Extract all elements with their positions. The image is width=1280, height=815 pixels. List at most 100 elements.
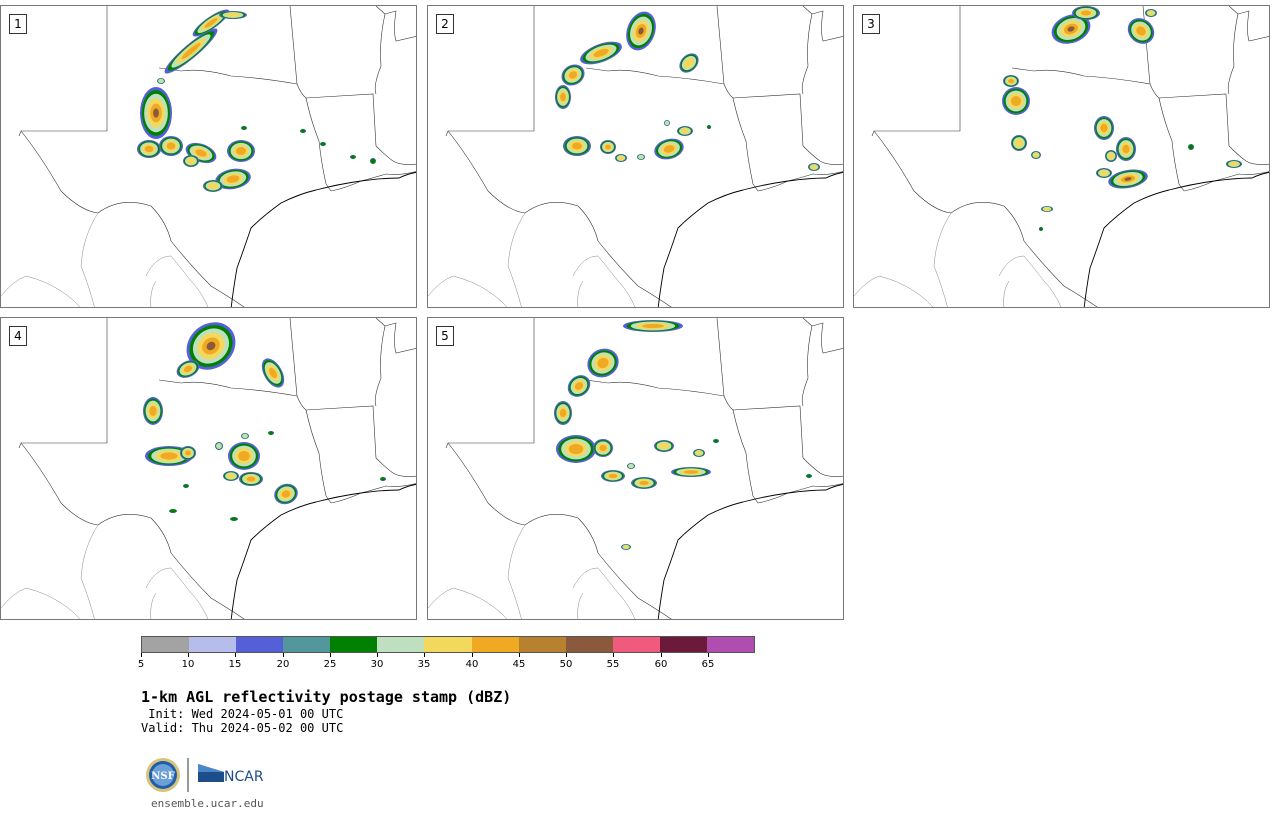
state-borders bbox=[18, 6, 416, 307]
echo-contour bbox=[166, 142, 176, 150]
state-border bbox=[757, 483, 843, 504]
state-border bbox=[1228, 145, 1269, 165]
map-panel-1: 1 bbox=[0, 5, 417, 308]
reflectivity-field bbox=[143, 322, 386, 521]
storm-cell bbox=[1039, 227, 1043, 231]
echo-contour bbox=[642, 323, 664, 329]
echo-contour bbox=[1124, 177, 1132, 181]
state-border bbox=[1227, 6, 1239, 95]
echo-contour bbox=[608, 473, 618, 479]
state-borders bbox=[445, 318, 843, 619]
echo-contour bbox=[623, 545, 629, 549]
echo-contour bbox=[230, 517, 238, 521]
colorbar-tick bbox=[141, 653, 142, 657]
colorbar-segment bbox=[142, 637, 190, 652]
storm-cell bbox=[587, 348, 619, 378]
storm-cell bbox=[561, 64, 585, 86]
storm-cell bbox=[556, 435, 596, 463]
state-border bbox=[296, 395, 332, 504]
mexico-border bbox=[577, 280, 584, 307]
echo-contour bbox=[571, 142, 583, 150]
state-border bbox=[757, 171, 843, 192]
mexico-border bbox=[1, 587, 80, 619]
reflectivity-field bbox=[555, 11, 820, 171]
colorbar-tick-label: 25 bbox=[323, 659, 337, 670]
storm-cell bbox=[320, 142, 326, 146]
nsf-text: NSF bbox=[151, 771, 174, 782]
echo-contour bbox=[225, 12, 241, 18]
echo-contour bbox=[1067, 26, 1075, 32]
echo-contour bbox=[153, 108, 159, 118]
echo-contour bbox=[628, 463, 634, 469]
echo-contour bbox=[599, 444, 607, 452]
state-border bbox=[384, 322, 416, 354]
echo-contour bbox=[281, 490, 291, 498]
state-border bbox=[447, 442, 672, 619]
colorbar-tick-label: 45 bbox=[512, 659, 526, 670]
echo-contour bbox=[713, 439, 719, 443]
echo-contour bbox=[1136, 26, 1146, 36]
state-border bbox=[1237, 10, 1269, 42]
echo-contour bbox=[207, 182, 219, 190]
nsf-ncar-logo: NSF NCAR bbox=[146, 758, 264, 792]
storm-cell bbox=[654, 440, 674, 452]
storm-cell bbox=[626, 11, 656, 51]
echo-contour bbox=[350, 155, 356, 159]
member-label: 5 bbox=[436, 326, 454, 346]
mexico-border bbox=[428, 275, 507, 307]
logos: NSF NCAR bbox=[144, 756, 284, 794]
colorbar-tick bbox=[519, 653, 520, 657]
map-panel-5: 5 bbox=[427, 317, 844, 620]
colorbar-segment bbox=[706, 637, 755, 652]
colorbar-segment bbox=[283, 637, 331, 652]
echo-contour bbox=[226, 473, 236, 479]
colorbar-segment bbox=[565, 637, 613, 652]
state-border bbox=[716, 318, 725, 397]
storm-cell bbox=[671, 467, 711, 477]
storm-cell bbox=[219, 11, 247, 19]
state-border bbox=[375, 145, 416, 165]
mexico-border bbox=[80, 524, 99, 619]
state-border bbox=[445, 6, 535, 137]
state-border bbox=[811, 322, 843, 354]
echo-contour bbox=[206, 341, 216, 351]
state-border bbox=[1142, 6, 1151, 85]
echo-contour bbox=[639, 480, 649, 486]
colorbar-tick-label: 65 bbox=[701, 659, 715, 670]
state-border bbox=[305, 93, 377, 147]
state-border bbox=[1183, 171, 1269, 192]
storm-cell bbox=[143, 397, 163, 425]
mexico-border bbox=[1003, 280, 1010, 307]
echo-contour bbox=[186, 157, 196, 165]
state-border bbox=[384, 10, 416, 42]
echo-contour bbox=[320, 142, 326, 146]
storm-cell bbox=[563, 136, 591, 156]
echo-contour bbox=[1080, 10, 1092, 16]
gulf-coastline bbox=[1083, 171, 1269, 307]
state-border bbox=[716, 6, 725, 85]
storm-cell bbox=[183, 155, 199, 167]
storm-cell bbox=[1096, 168, 1112, 178]
echo-contour bbox=[658, 442, 670, 450]
storm-cell bbox=[192, 9, 230, 37]
echo-contour bbox=[568, 443, 584, 455]
mexico-borders bbox=[1, 212, 209, 307]
state-border bbox=[20, 442, 245, 619]
echo-contour bbox=[683, 470, 699, 474]
echo-contour bbox=[1008, 78, 1014, 84]
state-border bbox=[447, 130, 672, 307]
storm-cell bbox=[228, 442, 260, 470]
echo-contour bbox=[1099, 170, 1109, 176]
colorbar-segment bbox=[330, 637, 378, 652]
colorbar-tick bbox=[377, 653, 378, 657]
state-border bbox=[723, 395, 759, 504]
mexico-border bbox=[150, 592, 157, 619]
state-border bbox=[445, 318, 535, 449]
storm-cell bbox=[637, 154, 645, 160]
colorbar-segment bbox=[471, 637, 519, 652]
echo-contour bbox=[149, 405, 157, 417]
storm-cell bbox=[567, 375, 591, 397]
storm-cell bbox=[1105, 150, 1117, 162]
echo-contour bbox=[158, 78, 164, 84]
state-border bbox=[801, 318, 813, 407]
